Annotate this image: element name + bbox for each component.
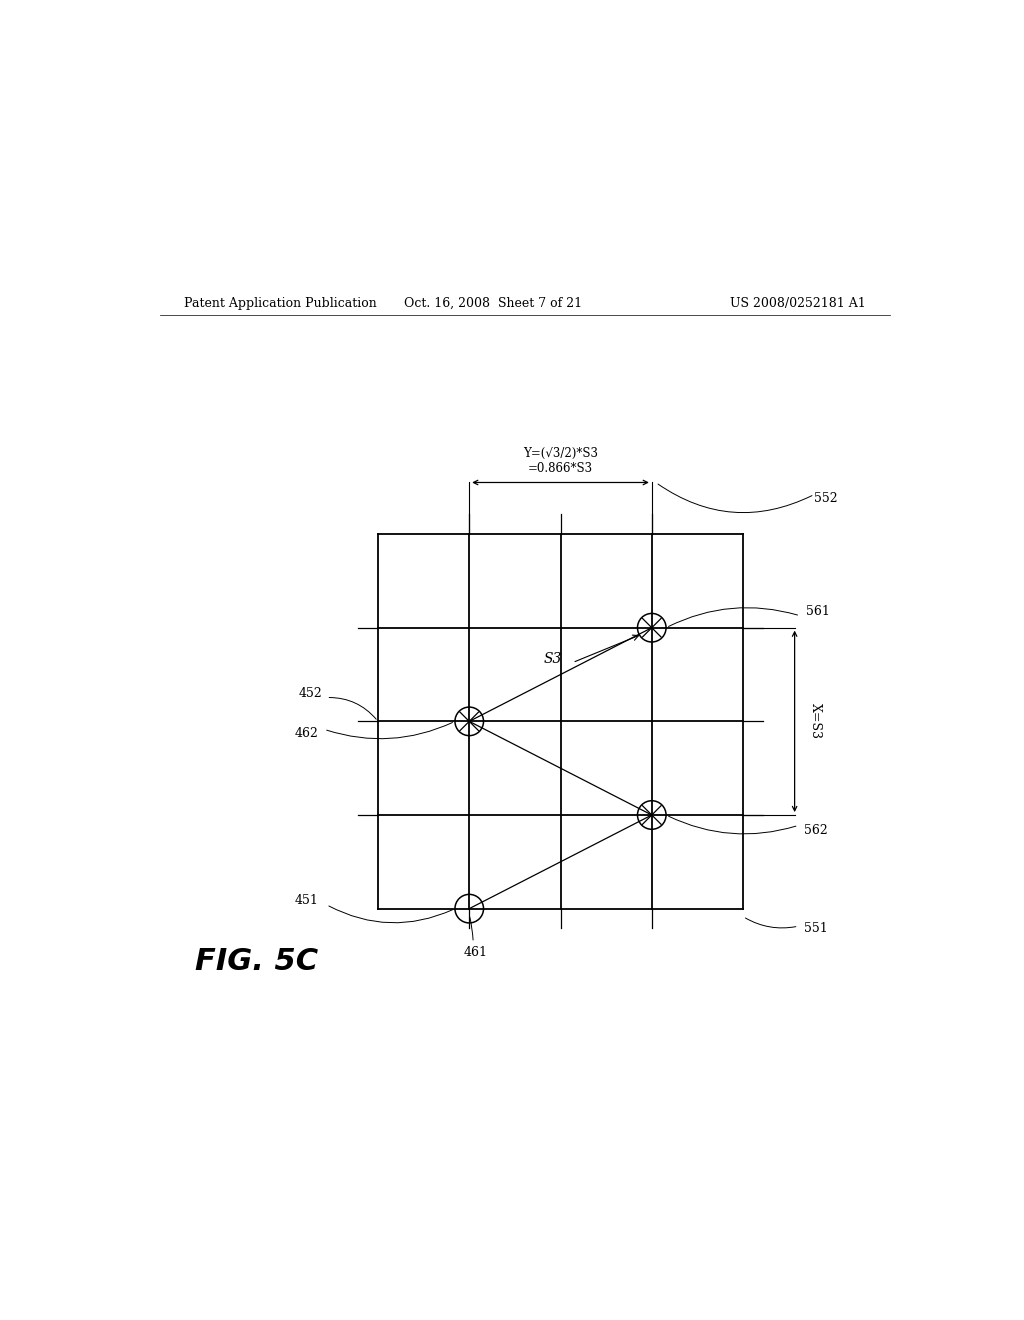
Text: 552: 552 <box>814 492 838 504</box>
Text: 452: 452 <box>299 688 323 700</box>
Text: US 2008/0252181 A1: US 2008/0252181 A1 <box>730 297 866 310</box>
Text: 551: 551 <box>804 921 828 935</box>
Text: Oct. 16, 2008  Sheet 7 of 21: Oct. 16, 2008 Sheet 7 of 21 <box>404 297 582 310</box>
Text: 561: 561 <box>807 606 830 618</box>
Text: FIG. 5C: FIG. 5C <box>196 948 318 977</box>
Text: 451: 451 <box>295 894 318 907</box>
Text: Patent Application Publication: Patent Application Publication <box>183 297 376 310</box>
Text: Y=(√3/2)*S3
=0.866*S3: Y=(√3/2)*S3 =0.866*S3 <box>523 446 598 475</box>
Text: 562: 562 <box>804 825 828 837</box>
Text: X=S3: X=S3 <box>809 704 822 739</box>
Text: 461: 461 <box>464 946 487 958</box>
Text: S3: S3 <box>544 652 562 665</box>
Text: 462: 462 <box>295 727 318 739</box>
